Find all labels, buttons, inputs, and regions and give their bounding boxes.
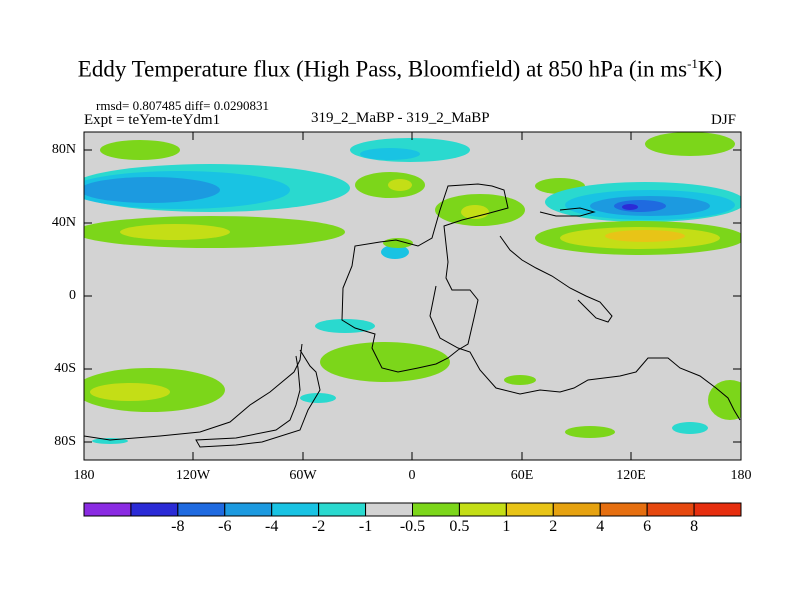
lat-tick-label: 0 [69, 288, 76, 303]
colorbar-label: -0.5 [399, 518, 426, 535]
colorbar-label: -2 [311, 518, 326, 535]
lon-tick-label: 180 [730, 468, 752, 483]
colorbar-label: -6 [218, 518, 232, 535]
colorbar-label: -8 [171, 518, 185, 535]
colorbar-label: -4 [265, 518, 279, 535]
lon-tick-label: 0 [408, 468, 416, 483]
colorbar-label: 2 [549, 518, 558, 535]
experiment-label: Expt = teYem-teYdm1 [84, 112, 221, 128]
season-label: DJF [711, 112, 737, 128]
lon-tick-label: 120W [175, 468, 211, 483]
stats-label: rmsd= 0.807485 diff= 0.0290831 [96, 98, 269, 113]
colorbar-box [599, 502, 648, 517]
colorbar-box [318, 502, 367, 517]
colorbar-box [552, 502, 601, 517]
coastlines [84, 183, 741, 448]
colorbar-box [83, 502, 132, 517]
colorbar-label: 4 [596, 518, 605, 535]
colorbar-label: 8 [690, 518, 699, 535]
lat-tick-label: 80S [54, 434, 76, 449]
lon-tick-label: 60W [289, 468, 317, 483]
colorbar-box [693, 502, 742, 517]
contour-field [84, 132, 741, 460]
colorbar-box [130, 502, 179, 517]
lon-tick-label: 120E [616, 468, 646, 483]
case-label: 319_2_MaBP - 319_2_MaBP [311, 110, 490, 126]
colorbar-box [365, 502, 414, 517]
colorbar-box [271, 502, 320, 517]
colorbar-box [505, 502, 554, 517]
colorbar-box [458, 502, 507, 517]
colorbar-box [412, 502, 460, 517]
colorbar-box [177, 502, 226, 517]
lat-tick-label: 40N [51, 215, 76, 230]
colorbar [83, 502, 742, 517]
colorbar-label: 0.5 [449, 518, 470, 535]
lat-tick-label: 80N [51, 142, 76, 157]
lat-tick-label: 40S [54, 361, 76, 376]
colorbar-label: 1 [502, 518, 511, 535]
plot-title: Eddy Temperature flux (High Pass, Bloomf… [77, 56, 723, 82]
axis-ticks [84, 132, 741, 460]
colorbar-box [646, 502, 695, 517]
colorbar-label: -1 [358, 518, 373, 535]
lon-tick-label: 180 [73, 468, 95, 483]
colorbar-label: 6 [643, 518, 652, 535]
colorbar-box [224, 502, 273, 517]
lon-tick-label: 60E [510, 468, 534, 483]
